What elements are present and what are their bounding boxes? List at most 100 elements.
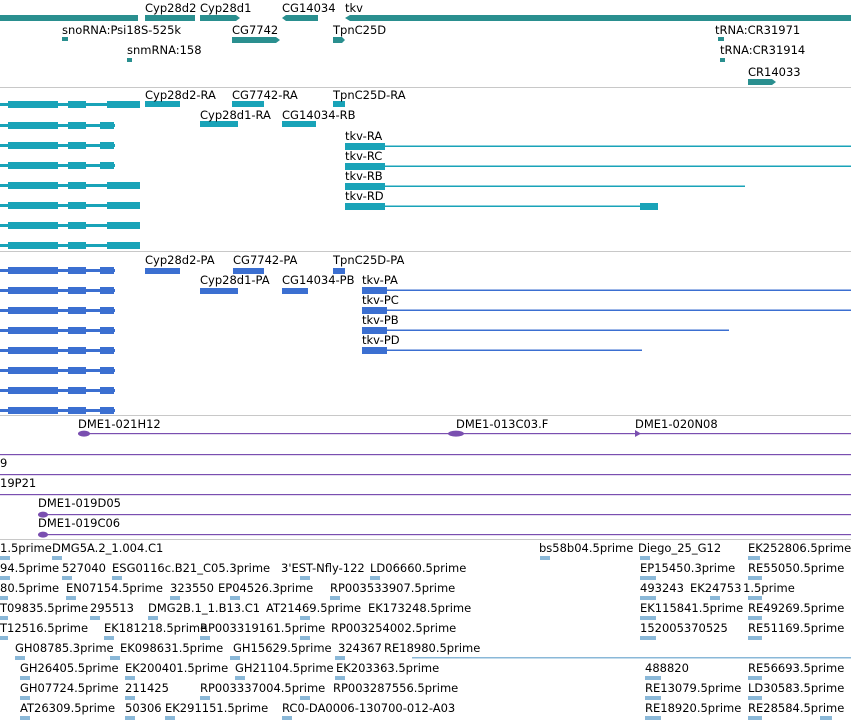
clone-label: 19P21 [0,476,36,490]
transcript-label: TpnC25D-RA [332,88,406,102]
est-label: 152005370525 [640,621,728,635]
est-label: RE18920.5prime [645,701,741,715]
ests-track: 1.5prime DMG5A.2_1.004.C1 bs58b04.5prime… [0,541,851,720]
gene-glyph[interactable] [0,15,138,21]
est-label: EK115841.5prime [640,601,743,615]
gene-glyph[interactable] [345,15,851,21]
transcript-label: tkv-RA [345,129,382,143]
est-label: 1.5prime [0,541,52,555]
est-label: EK200401.5prime [125,661,228,675]
est-label: RP003319161.5prime [200,621,325,635]
gene-glyph[interactable] [333,37,345,43]
gene-glyph[interactable] [748,79,776,85]
est-label: EK173248.5prime [368,601,471,615]
gene-glyph[interactable] [720,58,725,62]
gene-glyph[interactable] [62,37,68,41]
clone-glyphs[interactable] [0,430,851,538]
est-label: T09835.5prime [0,601,88,615]
est-label: RP003254002.5prime [331,621,456,635]
est-label: AT21469.5prime [266,601,361,615]
protein-label: tkv-PA [362,273,398,287]
est-label: RE49269.5prime [748,601,844,615]
transcript-label: Cyp28d2-RA [145,88,216,102]
gene-glyph[interactable] [200,15,240,21]
transcripts-track: Cyp28d2-RA CG7742-RA TpnC25D-RA Cyp28d1-… [0,88,851,249]
est-glyphs[interactable] [0,556,851,720]
transcript-label: CG14034-RB [282,108,356,122]
gene-glyph[interactable] [127,58,132,62]
est-label: 50306 [125,701,162,715]
est-label: EK203363.5prime [336,661,439,675]
est-label: RE56693.5prime [748,661,844,675]
est-label: AT26309.5prime [20,701,115,715]
est-label: RP003337004.5prime [200,681,325,695]
left-proteins[interactable] [0,267,115,414]
est-label: EN07154.5prime [66,581,163,595]
est-label: GH15629.5prime [233,641,332,655]
est-label: DMG2B.1_1.B13.C1 [148,601,260,615]
transcript-label: tkv-RB [345,169,383,183]
gene-label: Cyp28d1 [200,1,251,15]
est-label: EP04526.3prime [218,581,313,595]
est-label: 80.5prime [0,581,59,595]
gene-label: Cyp28d2 [145,1,196,15]
est-label: GH08785.3prime [15,641,114,655]
est-label: T12516.5prime [0,621,88,635]
est-label: LD06660.5prime [370,561,466,575]
transcript-label: CG7742-RA [232,88,298,102]
gene-label: tkv [345,1,363,15]
protein-glyphs[interactable] [145,268,851,354]
est-label: RE51169.5prime [748,621,844,635]
gene-label: tRNA:CR31914 [720,43,805,57]
est-label: 527040 [62,561,106,575]
gene-label: tRNA:CR31971 [715,23,800,37]
gene-glyph[interactable] [232,37,280,43]
gene-glyph[interactable] [282,15,318,21]
est-label: 493243 [640,581,684,595]
transcript-glyphs[interactable] [145,101,851,210]
est-label: RE13079.5prime [645,681,741,695]
est-label: DMG5A.2_1.004.C1 [52,541,163,555]
protein-label: Cyp28d1-PA [200,273,270,287]
clone-label: 9 [0,456,7,470]
clone-label: DME1-019D05 [38,496,121,510]
est-label: GH07724.5prime [20,681,119,695]
protein-label: CG14034-PB [282,273,355,287]
est-label: EK098631.5prime [120,641,223,655]
est-label: RE28584.5prime [748,701,844,715]
transcript-label: tkv-RD [345,189,384,203]
protein-label: TpnC25D-PA [332,253,404,267]
est-label: 323550 [170,581,214,595]
left-transcripts[interactable] [0,101,140,249]
gene-label: CR14033 [748,65,801,79]
est-label: 324367 [338,641,382,655]
gene-glyph[interactable] [145,15,195,21]
est-label: EK252806.5prime [748,541,851,555]
gene-label: CG7742 [232,23,278,37]
protein-label: tkv-PC [362,293,399,307]
clone-label: DME1-019C06 [38,516,120,530]
protein-label: CG7742-PA [233,253,298,267]
genes-track: Cyp28d2 Cyp28d1 CG14034 tkv snoRNA:Psi18… [0,1,851,85]
gene-glyph[interactable] [718,37,724,41]
est-label: 295513 [90,601,134,615]
protein-label: tkv-PD [362,333,400,347]
protein-label: Cyp28d2-PA [145,253,215,267]
est-label: bs58b04.5prime [539,541,633,555]
est-label: ESG0116c.B21_C05.3prime [112,561,270,575]
proteins-track: Cyp28d2-PA CG7742-PA TpnC25D-PA Cyp28d1-… [0,253,851,414]
est-label: 488820 [645,661,689,675]
gene-label: TpnC25D [332,23,386,37]
est-label: GH21104.5prime [235,661,334,675]
protein-label: tkv-PB [362,313,399,327]
est-label: 94.5prime [0,561,59,575]
est-label: EK181218.5prime [104,621,207,635]
transcript-label: Cyp28d1-RA [200,108,271,122]
est-label: RP003533907.5prime [330,581,455,595]
est-label: LD30583.5prime [748,681,844,695]
est-label: Diego_25_G12 [638,541,721,555]
est-label: 1.5prime [743,581,795,595]
clone-label: DME1-021H12 [78,417,161,431]
